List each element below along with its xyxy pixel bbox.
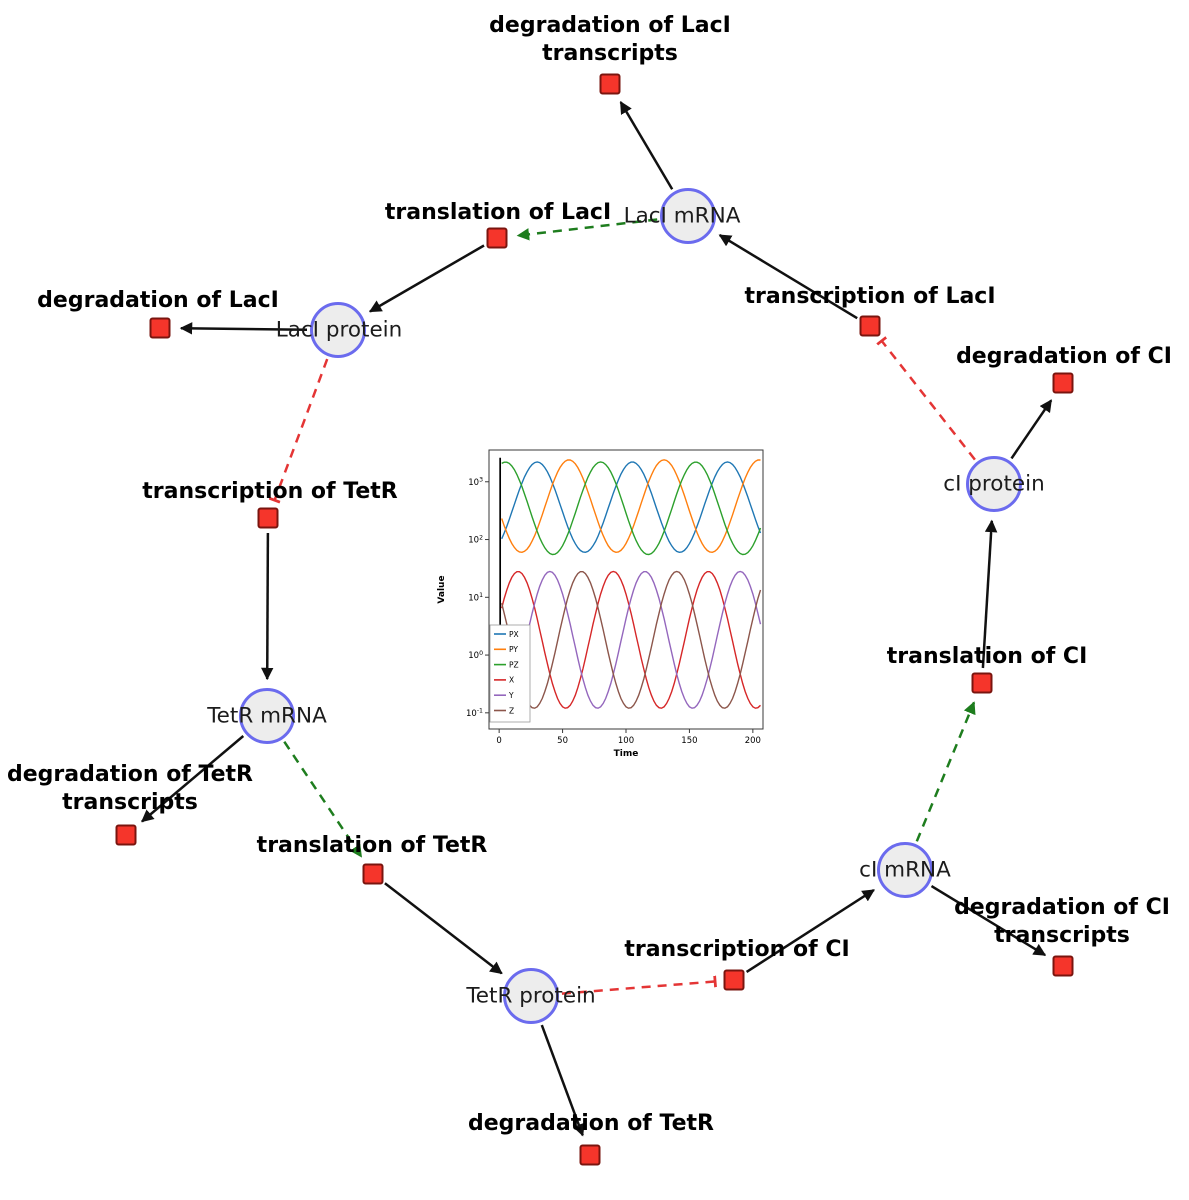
reaction-label-txn_ci: transcription of CI	[624, 937, 850, 963]
x-axis-label: Time	[614, 749, 639, 759]
reaction-node-txn_laci[interactable]	[859, 315, 881, 337]
reaction-label-deg_tetr: degradation of TetR	[467, 1111, 715, 1137]
series-Y-line	[501, 570, 762, 709]
reaction-label-txn_laci: transcription of LacI	[744, 284, 996, 310]
edge-inhibition-tetr_protein-txn_ci	[561, 975, 717, 995]
reaction-label-transl_ci: translation of CI	[886, 644, 1088, 670]
reaction-node-deg_tetr_tx[interactable]	[115, 824, 137, 846]
y-tick-label: 101	[468, 592, 483, 603]
x-tick-label: 50	[557, 736, 568, 746]
species-label-ci_mrna: cI mRNA	[859, 857, 951, 883]
x-tick-label: 0	[496, 736, 501, 746]
edge-consumption-ci_protein-deg_ci	[1010, 399, 1053, 460]
reaction-label-deg_tetr_tx: degradation of TetR transcripts	[6, 762, 254, 816]
legend-label-PX: PX	[509, 630, 519, 639]
edge-production-transl_tetr-tetr_protein	[384, 882, 503, 975]
edge-consumption-laci_protein-deg_laci	[179, 322, 308, 335]
edge-consumption-ci_mrna-deg_ci_tx	[930, 885, 1047, 957]
reaction-node-transl_ci[interactable]	[971, 672, 993, 694]
reaction-label-deg_laci: degradation of LacI	[37, 288, 279, 314]
y-tick-label: 103	[468, 477, 483, 488]
series-PZ-line	[501, 461, 762, 556]
species-label-laci_mrna: LacI mRNA	[623, 203, 741, 229]
edge-production-txn_laci-laci_mrna	[718, 234, 858, 320]
y-tick-label: 10-1	[466, 708, 483, 719]
species-node-ci_protein[interactable]	[966, 456, 1022, 512]
edge-production-txn_ci-ci_mrna	[745, 888, 875, 973]
reaction-label-deg_ci_tx: degradation of CI transcripts	[954, 895, 1170, 949]
y-tick-label: 100	[468, 650, 483, 661]
edge-catalysis-tetr_mrna-transl_tetr	[283, 741, 363, 858]
y-axis-label: Value	[437, 575, 447, 603]
legend-label-PZ: PZ	[509, 660, 519, 669]
reaction-node-deg_ci_tx[interactable]	[1052, 955, 1074, 977]
reaction-node-transl_tetr[interactable]	[362, 863, 384, 885]
species-label-ci_protein: cI protein	[943, 471, 1045, 497]
reaction-label-txn_tetr: transcription of TetR	[142, 479, 398, 505]
x-tick-label: 150	[681, 736, 697, 746]
species-node-ci_mrna[interactable]	[877, 842, 933, 898]
reaction-label-transl_tetr: translation of TetR	[256, 833, 488, 859]
reaction-node-deg_tetr[interactable]	[579, 1144, 601, 1166]
reaction-node-deg_laci_tx[interactable]	[599, 73, 621, 95]
reaction-node-deg_laci[interactable]	[149, 317, 171, 339]
edge-production-txn_tetr-tetr_mrna	[261, 532, 274, 681]
legend-label-Z: Z	[509, 706, 514, 715]
species-node-tetr_protein[interactable]	[503, 968, 559, 1024]
edge-catalysis-laci_mrna-transl_laci	[516, 218, 658, 241]
reaction-label-transl_laci: translation of LacI	[384, 200, 612, 226]
reaction-node-deg_ci[interactable]	[1052, 372, 1074, 394]
reaction-node-txn_tetr[interactable]	[257, 507, 279, 529]
reaction-node-txn_ci[interactable]	[723, 969, 745, 991]
species-node-laci_mrna[interactable]	[660, 188, 716, 244]
series-X-line	[501, 570, 761, 709]
reaction-node-transl_laci[interactable]	[486, 227, 508, 249]
species-node-tetr_mrna[interactable]	[239, 688, 295, 744]
species-label-tetr_protein: TetR protein	[466, 983, 596, 1009]
species-node-laci_protein[interactable]	[310, 302, 366, 358]
edge-consumption-tetr_protein-deg_tetr	[540, 1024, 585, 1137]
edge-production-transl_laci-laci_protein	[368, 244, 485, 313]
y-tick-label: 102	[468, 534, 483, 545]
edge-consumption-laci_mrna-deg_laci_tx	[619, 101, 674, 190]
series-PX-line	[501, 461, 762, 554]
legend-label-Y: Y	[508, 691, 514, 700]
chart-legend: PX PY PZ XYZ	[489, 624, 531, 723]
edge-production-transl_ci-ci_protein	[981, 519, 998, 669]
x-tick-label: 100	[618, 736, 634, 746]
species-label-tetr_mrna: TetR mRNA	[207, 703, 327, 729]
reaction-label-deg_ci: degradation of CI	[956, 344, 1172, 370]
reaction-label-deg_laci_tx: degradation of LacI transcripts	[489, 13, 731, 67]
x-tick-label: 200	[745, 736, 761, 746]
edge-consumption-tetr_mrna-deg_tetr_tx	[141, 735, 245, 823]
series-Z-line	[501, 570, 762, 709]
series-PY-line	[501, 459, 761, 554]
legend-label-X: X	[509, 676, 514, 685]
legend-label-PY: PY	[509, 645, 518, 654]
species-label-laci_protein: LacI protein	[275, 317, 403, 343]
